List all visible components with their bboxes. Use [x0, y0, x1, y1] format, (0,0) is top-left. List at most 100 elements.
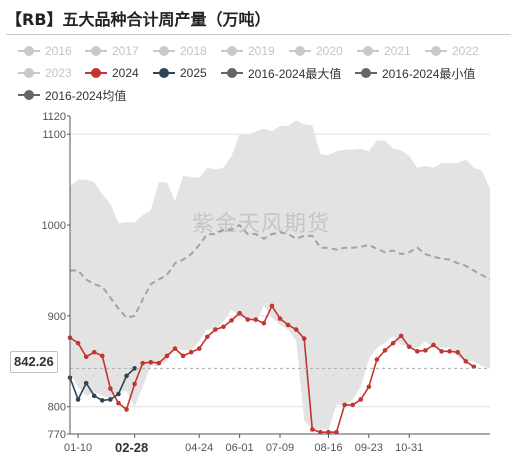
legend-marker-icon [221, 66, 243, 80]
data-point-2024 [293, 327, 299, 332]
data-point-2024 [221, 324, 226, 330]
x-tick-label: 08-16 [314, 442, 342, 454]
legend-marker-icon [425, 44, 447, 58]
legend-item-2016-2024均值[interactable]: 2016-2024均值 [18, 84, 126, 106]
legend-marker-icon [357, 44, 379, 58]
legend-item-2016-2024最大值[interactable]: 2016-2024最大值 [221, 62, 341, 84]
legend-label: 2016-2024均值 [45, 88, 127, 103]
legend-item-2023[interactable]: 2023 [18, 62, 72, 84]
data-point-2024 [455, 349, 460, 355]
legend-label: 2016-2024最大值 [248, 66, 342, 81]
data-point-2024 [100, 353, 105, 359]
legend-label: 2021 [384, 44, 411, 58]
data-point-2024 [148, 359, 154, 365]
data-point-2024 [310, 427, 315, 432]
data-point-2024 [75, 340, 81, 346]
data-point-2024 [229, 318, 234, 323]
legend-marker-icon [85, 66, 107, 80]
legend-marker-icon [289, 44, 311, 58]
data-point-2024 [156, 360, 162, 366]
watermark: 紫金天风期货 [192, 212, 331, 237]
x-axis-pointer-label: 02-28 [112, 439, 152, 457]
data-point-2024 [285, 322, 291, 328]
data-point-2024 [463, 359, 469, 364]
legend-marker-icon [85, 44, 107, 58]
legend-item-2016-2024最小值[interactable]: 2016-2024最小值 [355, 62, 475, 84]
legend-label: 2020 [316, 44, 343, 58]
legend-label: 2016 [45, 44, 72, 58]
legend-label: 2019 [248, 44, 275, 58]
data-point-2024 [245, 317, 250, 322]
legend-marker-icon [153, 66, 175, 80]
data-point-2024 [83, 354, 89, 360]
y-tick-label: 1120 [42, 111, 66, 123]
data-point-2024 [196, 346, 202, 351]
data-point-2025 [108, 397, 113, 402]
y-tick-label: 770 [48, 429, 66, 441]
legend-marker-icon [18, 66, 40, 80]
legend-label: 2023 [45, 66, 72, 80]
data-point-2024 [213, 327, 218, 332]
legend-item-2017[interactable]: 2017 [85, 40, 139, 62]
legend-marker-icon [18, 88, 40, 102]
data-point-2024 [334, 429, 339, 435]
data-point-2024 [439, 349, 444, 354]
data-point-2024 [342, 402, 347, 408]
legend-label: 2025 [180, 66, 207, 80]
data-point-2024 [374, 357, 380, 362]
data-point-2024 [318, 429, 323, 435]
legend-item-2016[interactable]: 2016 [18, 40, 72, 62]
data-point-2024 [140, 360, 145, 366]
legend-marker-icon [18, 44, 40, 58]
data-point-2024 [124, 407, 129, 412]
data-point-2024 [431, 342, 436, 348]
legend-label: 2018 [180, 44, 207, 58]
data-point-2024 [261, 320, 267, 326]
range-band-max-min [70, 120, 490, 430]
data-point-2024 [382, 348, 388, 353]
data-point-2024 [406, 344, 412, 350]
y-tick-label: 1100 [42, 129, 66, 141]
data-point-2024 [188, 349, 194, 355]
data-point-2025 [124, 373, 129, 379]
legend-item-2021[interactable]: 2021 [357, 40, 411, 62]
legend-item-2024[interactable]: 2024 [85, 62, 139, 84]
legend-label: 2022 [452, 44, 479, 58]
legend-marker-icon [355, 66, 377, 80]
data-point-2025 [91, 393, 97, 399]
data-point-2025 [75, 397, 81, 402]
data-point-2024 [108, 386, 113, 391]
x-tick-label: 07-09 [266, 442, 294, 454]
legend-item-2019[interactable]: 2019 [221, 40, 275, 62]
legend-item-2022[interactable]: 2022 [425, 40, 479, 62]
data-point-2024 [326, 429, 331, 435]
data-point-2024 [132, 381, 137, 387]
legend-marker-icon [153, 44, 175, 58]
y-axis-pointer-label: 842.26 [10, 351, 58, 373]
data-point-2024 [91, 349, 97, 355]
data-point-2024 [269, 303, 275, 309]
y-tick-label: 1000 [42, 220, 66, 232]
data-point-2025 [100, 398, 105, 403]
x-tick-label: 06-01 [226, 442, 254, 454]
legend-label: 2017 [112, 44, 139, 58]
legend-item-2018[interactable]: 2018 [153, 40, 207, 62]
x-tick-label: 09-23 [355, 442, 383, 454]
data-point-2024 [164, 353, 170, 359]
y-tick-label: 800 [48, 402, 66, 414]
data-point-2025 [116, 391, 121, 397]
legend-item-2025[interactable]: 2025 [153, 62, 207, 84]
data-point-2024 [350, 402, 355, 408]
data-point-2024 [301, 336, 307, 341]
data-point-2024 [415, 349, 420, 354]
x-tick-label: 10-31 [395, 442, 423, 454]
data-point-2024 [447, 349, 452, 354]
data-point-2024 [237, 310, 242, 316]
legend-item-2020[interactable]: 2020 [289, 40, 343, 62]
chart-legend: 2016 2017 2018 2019 2020 2021 2022 2023 2024 2025… [0, 36, 521, 108]
data-point-2024 [390, 340, 396, 346]
data-point-2024 [172, 346, 178, 351]
production-line-chart: 770 800 900 1000 1100 1120 01-10 02-28 04-24 06-0… [42, 111, 491, 454]
title-divider [6, 34, 511, 35]
chart-title: 【RB】五大品种合计周产量（万吨） [6, 10, 271, 29]
